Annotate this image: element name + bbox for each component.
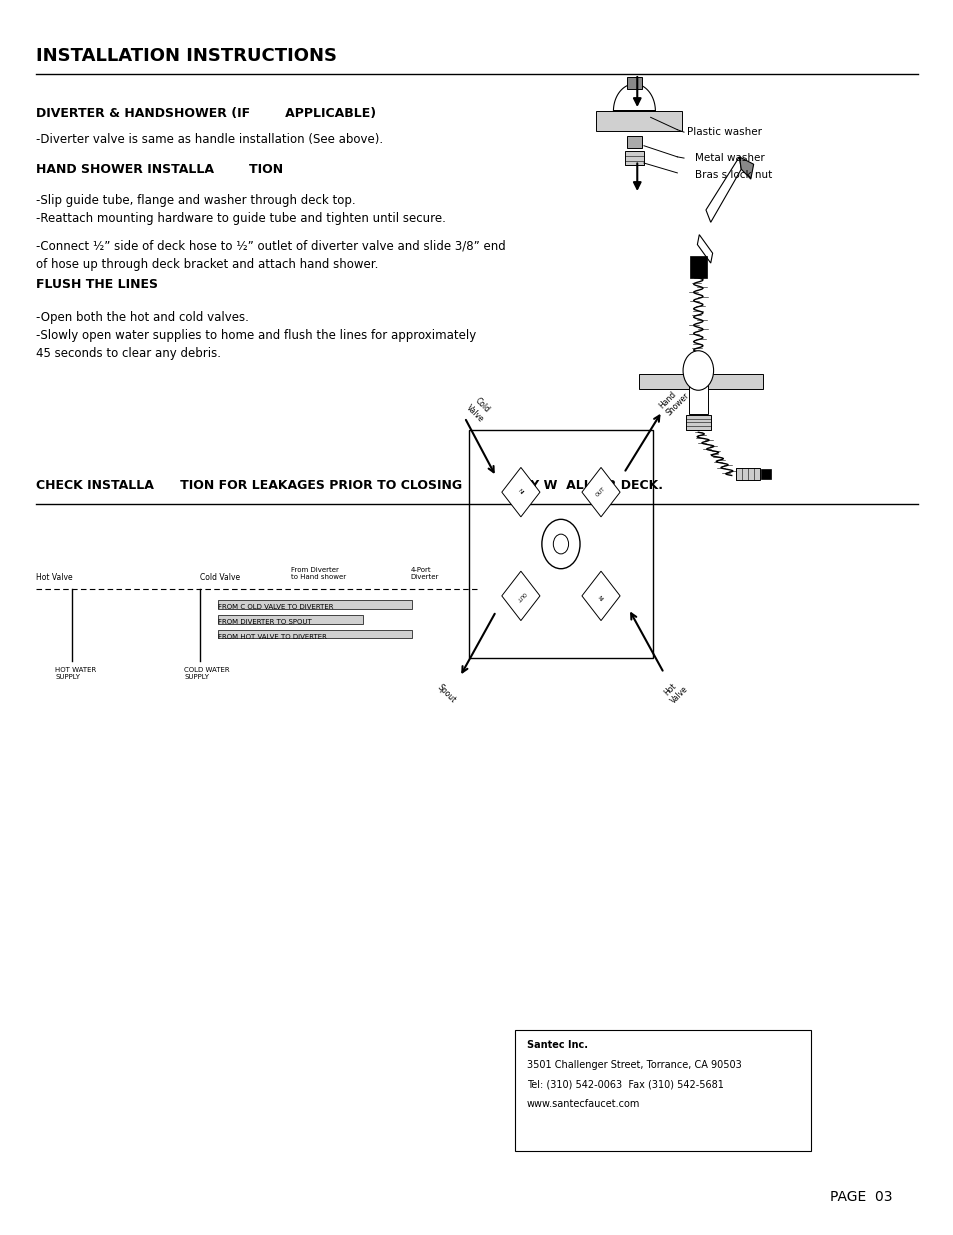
Polygon shape: [739, 157, 753, 179]
Text: -Connect ½” side of deck hose to ½” outlet of diverter valve and slide 3/8” end
: -Connect ½” side of deck hose to ½” outl…: [36, 240, 505, 270]
Polygon shape: [581, 468, 619, 516]
Bar: [596, 111, 681, 131]
Text: PAGE  03: PAGE 03: [829, 1191, 892, 1204]
Text: CHECK INSTALLA      TION FOR LEAKAGES PRIOR TO CLOSING           ANY W  ALL OR D: CHECK INSTALLA TION FOR LEAKAGES PRIOR T…: [36, 479, 662, 493]
Text: 4-Port
Diverter: 4-Port Diverter: [410, 567, 438, 580]
Text: OUT: OUT: [595, 487, 606, 498]
Text: www.santecfaucet.com: www.santecfaucet.com: [526, 1099, 639, 1109]
Text: FLUSH THE LINES: FLUSH THE LINES: [36, 278, 158, 291]
Polygon shape: [581, 571, 619, 621]
Text: Cold
Valve: Cold Valve: [464, 395, 493, 424]
Bar: [624, 151, 643, 165]
Text: FROM C OLD VALVE TO DIVERTER: FROM C OLD VALVE TO DIVERTER: [217, 604, 333, 610]
Text: Santec Inc.: Santec Inc.: [526, 1040, 587, 1050]
Circle shape: [682, 351, 713, 390]
Text: Hot Valve: Hot Valve: [36, 573, 72, 582]
Bar: [626, 136, 641, 148]
Bar: [217, 615, 362, 624]
Polygon shape: [501, 468, 539, 516]
Text: Hot
Valve: Hot Valve: [661, 677, 690, 705]
Circle shape: [541, 519, 579, 569]
Text: NI: NI: [517, 488, 524, 496]
Bar: [217, 630, 412, 638]
Text: Spout: Spout: [436, 683, 457, 705]
Text: COLD WATER
SUPPLY: COLD WATER SUPPLY: [184, 667, 230, 680]
Text: -Open both the hot and cold valves.
-Slowly open water supplies to home and flus: -Open both the hot and cold valves. -Slo…: [36, 311, 476, 361]
Bar: [760, 469, 770, 479]
Text: -Diverter valve is same as handle installation (See above).: -Diverter valve is same as handle instal…: [36, 133, 383, 147]
Bar: [689, 256, 706, 278]
Text: DIVERTER & HANDSHOWER (IF        APPLICABLE): DIVERTER & HANDSHOWER (IF APPLICABLE): [36, 107, 376, 121]
Text: HOT WATER
SUPPLY: HOT WATER SUPPLY: [55, 667, 96, 680]
Text: From Diverter
to Hand shower: From Diverter to Hand shower: [291, 567, 346, 580]
Text: Tel: (310) 542-0063  Fax (310) 542-5681: Tel: (310) 542-0063 Fax (310) 542-5681: [526, 1079, 722, 1089]
Polygon shape: [705, 157, 740, 222]
Text: Metal washer: Metal washer: [694, 153, 763, 163]
Polygon shape: [501, 571, 539, 621]
Text: Hand
Shower: Hand Shower: [657, 384, 690, 417]
Text: FROM HOT VALVE TO DIVERTER: FROM HOT VALVE TO DIVERTER: [217, 634, 326, 640]
Text: INSTALLATION INSTRUCTIONS: INSTALLATION INSTRUCTIONS: [36, 47, 337, 65]
Text: Bras s lock nut: Bras s lock nut: [694, 170, 771, 180]
Text: 3501 Challenger Street, Torrance, CA 90503: 3501 Challenger Street, Torrance, CA 905…: [526, 1060, 740, 1070]
Bar: [626, 77, 641, 89]
Text: FROM DIVERTER TO SPOUT: FROM DIVERTER TO SPOUT: [217, 619, 311, 625]
Text: Plastic washer: Plastic washer: [686, 127, 761, 137]
Text: OUT: OUT: [515, 590, 526, 601]
Text: HAND SHOWER INSTALLA        TION: HAND SHOWER INSTALLA TION: [36, 163, 283, 177]
Bar: [685, 415, 710, 430]
Text: Cold Valve: Cold Valve: [200, 573, 240, 582]
Bar: [469, 430, 652, 658]
Text: -Slip guide tube, flange and washer through deck top.
-Reattach mounting hardwar: -Slip guide tube, flange and washer thro…: [36, 194, 446, 225]
Text: IN: IN: [597, 592, 604, 600]
Bar: [639, 374, 762, 389]
Bar: [515, 1030, 810, 1151]
Polygon shape: [613, 84, 655, 111]
Bar: [217, 600, 412, 609]
Bar: [736, 468, 760, 480]
Circle shape: [553, 535, 568, 553]
Bar: [688, 370, 707, 414]
Polygon shape: [697, 235, 712, 263]
